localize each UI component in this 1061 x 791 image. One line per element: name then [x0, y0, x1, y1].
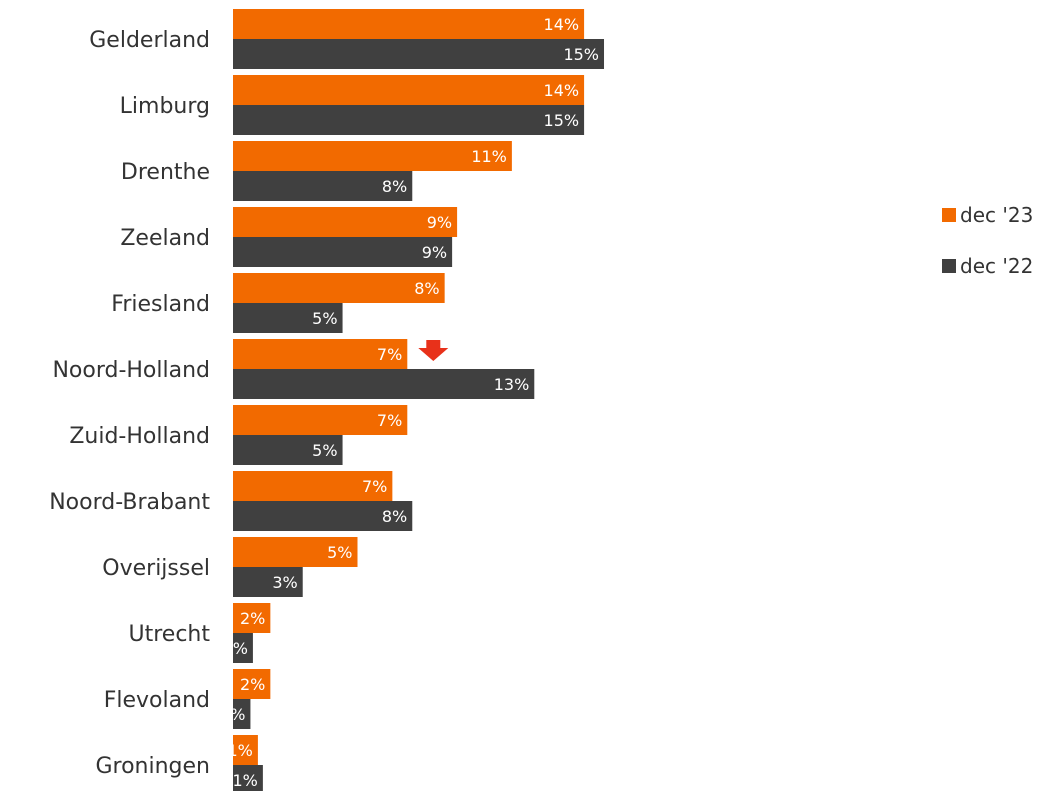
bar-dec-22-noord-brabant: [233, 501, 413, 531]
category-label-noord-holland: Noord-Holland: [52, 358, 210, 383]
bar-dec-23-groningen: [233, 735, 258, 765]
bar-dec-22-friesland: [233, 303, 343, 333]
category-label-utrecht: Utrecht: [129, 622, 211, 647]
bar-dec-22-zeeland: [233, 237, 453, 267]
data-label-dec-23-utrecht: 2%: [240, 609, 265, 628]
category-label-flevoland: Flevoland: [104, 688, 210, 713]
data-label-dec-23-zeeland: 9%: [427, 213, 452, 232]
category-label-zuid-holland: Zuid-Holland: [69, 424, 210, 449]
data-label-dec-22-groningen: 1%: [232, 771, 257, 790]
plot-area: Gelderland 14% 15% Limburg 14% 15% Drenthe 11% 8…: [49, 9, 605, 791]
bar-dec-22-flevoland: [233, 699, 251, 729]
legend: dec '23 dec '22: [942, 203, 1033, 278]
data-label-dec-23-noord-holland: 7%: [377, 345, 402, 364]
bar-dec-23-flevoland: [233, 669, 271, 699]
data-label-dec-23-noord-brabant: 7%: [362, 477, 387, 496]
legend-swatch-dec-22: [942, 259, 956, 273]
down-arrow-icon: [418, 340, 449, 361]
data-label-dec-23-drenthe: 11%: [471, 147, 507, 166]
bar-dec-23-zuid-holland: [233, 405, 408, 435]
category-label-groningen: Groningen: [95, 754, 210, 779]
bar-dec-23-limburg: [233, 75, 585, 105]
bar-dec-22-overijssel: [233, 567, 303, 597]
data-label-dec-22-overijssel: 3%: [272, 573, 297, 592]
bar-dec-22-utrecht: [233, 633, 253, 663]
category-label-limburg: Limburg: [120, 94, 210, 119]
data-label-dec-22-zuid-holland: 5%: [312, 441, 337, 460]
data-label-dec-22-utrecht: 1%: [223, 639, 248, 658]
bar-dec-22-zuid-holland: [233, 435, 343, 465]
data-label-dec-22-zeeland: 9%: [422, 243, 447, 262]
data-label-dec-22-flevoland: 1%: [220, 705, 245, 724]
data-label-dec-22-limburg: 15%: [544, 111, 580, 130]
bar-dec-22-noord-holland: [233, 369, 535, 399]
data-label-dec-23-flevoland: 2%: [240, 675, 265, 694]
bar-dec-23-zeeland: [233, 207, 458, 237]
legend-label-dec-23: dec '23: [960, 203, 1033, 227]
data-label-dec-22-drenthe: 8%: [382, 177, 407, 196]
bar-dec-22-limburg: [233, 105, 585, 135]
bar-dec-23-utrecht: [233, 603, 271, 633]
bar-dec-23-drenthe: [233, 141, 512, 171]
category-label-gelderland: Gelderland: [89, 28, 210, 53]
bar-dec-22-drenthe: [233, 171, 413, 201]
data-label-dec-23-gelderland: 14%: [544, 15, 580, 34]
category-label-overijssel: Overijssel: [102, 556, 210, 581]
bar-dec-23-noord-brabant: [233, 471, 393, 501]
category-label-zeeland: Zeeland: [120, 226, 210, 251]
bar-dec-23-overijssel: [233, 537, 358, 567]
bar-dec-22-gelderland: [233, 39, 605, 69]
category-label-friesland: Friesland: [111, 292, 210, 317]
data-label-dec-23-zuid-holland: 7%: [377, 411, 402, 430]
data-label-dec-23-groningen: 1%: [228, 741, 253, 760]
category-label-drenthe: Drenthe: [121, 160, 210, 185]
data-label-dec-23-overijssel: 5%: [327, 543, 352, 562]
data-label-dec-23-friesland: 8%: [414, 279, 439, 298]
bar-dec-23-friesland: [233, 273, 445, 303]
data-label-dec-23-limburg: 14%: [544, 81, 580, 100]
data-label-dec-22-noord-brabant: 8%: [382, 507, 407, 526]
data-label-dec-22-noord-holland: 13%: [494, 375, 530, 394]
legend-swatch-dec-23: [942, 208, 956, 222]
category-label-noord-brabant: Noord-Brabant: [49, 490, 210, 515]
bar-dec-22-groningen: [233, 765, 263, 791]
data-label-dec-22-gelderland: 15%: [563, 45, 599, 64]
data-label-dec-22-friesland: 5%: [312, 309, 337, 328]
bar-dec-23-gelderland: [233, 9, 585, 39]
legend-label-dec-22: dec '22: [960, 254, 1033, 278]
bar-dec-23-noord-holland: [233, 339, 408, 369]
